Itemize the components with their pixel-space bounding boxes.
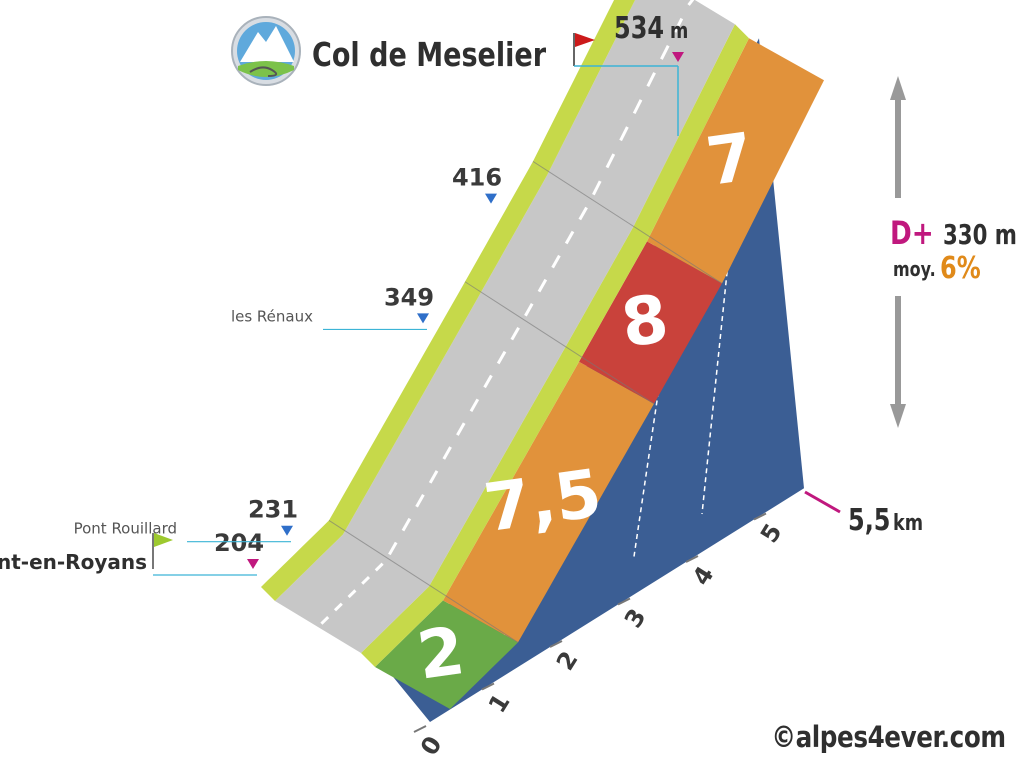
x-tick-label: 3 <box>619 604 652 633</box>
place-label: Pont-en-Royans <box>0 550 147 574</box>
segment-seam <box>464 281 655 405</box>
place-label: les Rénaux <box>231 307 313 325</box>
road-dash <box>510 326 520 341</box>
road-surface <box>261 0 824 709</box>
road-dash <box>592 180 602 196</box>
dplus-label: D+ <box>890 214 934 251</box>
x-tick-label: 0 <box>415 731 448 760</box>
x-tick <box>753 512 767 521</box>
avg-label: moy. <box>893 258 936 281</box>
gradient-segment <box>647 38 824 284</box>
distance-value: 5,5 <box>848 503 891 537</box>
start-flag-icon <box>154 533 173 547</box>
altitude-label: 231 <box>248 496 298 524</box>
summit-altitude-unit: m <box>670 18 688 43</box>
x-tick <box>549 640 563 648</box>
gradient-label: 2 <box>413 612 469 695</box>
gradient-label: 7,5 <box>480 455 607 548</box>
x-tick-label: 5 <box>755 519 788 548</box>
x-tick <box>413 725 427 733</box>
road-dash <box>483 374 493 389</box>
place-label: Pont Rouillard <box>74 520 177 538</box>
vertical-arrow-icon <box>890 76 906 428</box>
altitude-marker-icon <box>417 313 429 324</box>
avg-value: 6% <box>940 251 981 285</box>
chart-title: Col de Meselier <box>312 36 546 74</box>
altitude-label: 349 <box>384 283 434 311</box>
x-tick <box>685 555 699 563</box>
road-dash <box>428 470 439 484</box>
road-dash <box>469 398 480 412</box>
road-dash <box>442 446 452 460</box>
road-dash <box>673 17 684 33</box>
road-dash <box>687 0 695 6</box>
road-dash <box>524 302 534 317</box>
road-dash <box>619 126 629 142</box>
segment-seam <box>532 161 723 284</box>
altitude-markers: 204 Pont-en-Royans 231 Pont Rouillard 349 les… <box>0 164 502 576</box>
site-credit: ©alpes4ever.com <box>771 720 1007 754</box>
summit-altitude: 534 <box>614 11 664 45</box>
road-dash <box>401 517 412 532</box>
gradient-label: 8 <box>617 280 673 363</box>
road-verge-right <box>361 24 749 668</box>
road-dash <box>333 602 343 612</box>
gradient-segment <box>579 241 722 404</box>
road-dash <box>388 541 398 556</box>
x-tick-label: 1 <box>483 689 516 718</box>
road-dash <box>646 72 656 87</box>
x-tick-label: 2 <box>551 646 584 675</box>
segment-divider <box>701 253 730 515</box>
road-dash <box>660 44 670 60</box>
altitude-marker-icon <box>485 193 497 204</box>
road-dash <box>415 494 425 508</box>
road-dash <box>578 206 588 221</box>
road-dash <box>347 589 357 599</box>
altitude-marker-icon <box>247 559 259 569</box>
road-dash <box>632 99 643 115</box>
dplus-value: 330 m <box>943 218 1017 251</box>
x-tick <box>617 597 631 606</box>
x-tick <box>481 682 495 691</box>
summit-marker-icon <box>672 52 684 62</box>
gradient-labels: 27,587 <box>413 118 758 695</box>
gradient-label: 7 <box>702 118 758 201</box>
x-tick-label: 4 <box>687 561 720 590</box>
gradient-segment <box>443 361 654 643</box>
altitude-label: 204 <box>214 529 264 557</box>
road-verge-left <box>261 0 636 601</box>
segment-seam <box>328 519 519 643</box>
gradient-segment <box>375 600 518 709</box>
road-lane <box>275 0 735 653</box>
road-dash <box>374 562 384 572</box>
segment-divider <box>633 373 662 557</box>
altitude-label: 416 <box>452 164 502 192</box>
road-dash <box>551 254 561 269</box>
road-dash <box>361 575 371 585</box>
road-dash <box>537 278 548 293</box>
road-dash <box>496 350 507 365</box>
road-dash <box>456 422 466 436</box>
road-dash <box>564 230 575 245</box>
road-dash <box>605 153 616 169</box>
altitude-marker-icon <box>281 525 293 536</box>
road-dash <box>320 615 330 625</box>
col-logo-icon <box>231 16 301 86</box>
distance-unit: km <box>893 510 923 535</box>
summit-flag-icon <box>573 33 595 66</box>
